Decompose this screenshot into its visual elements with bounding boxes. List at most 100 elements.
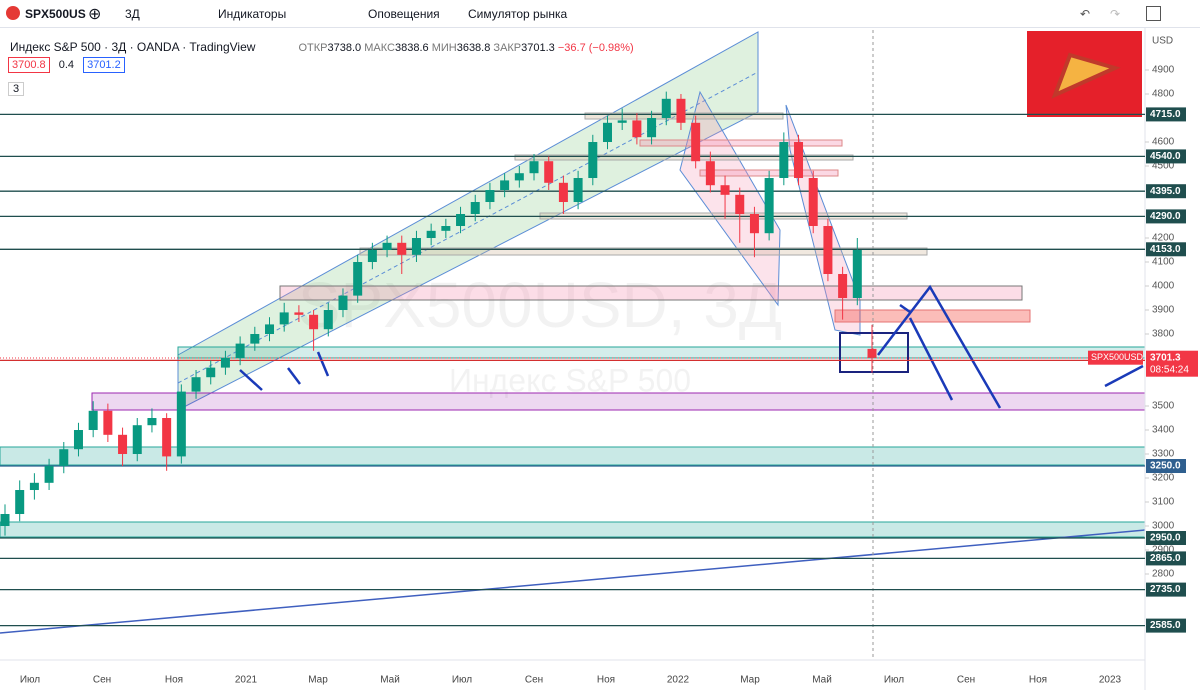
- zone: [177, 346, 1146, 359]
- down-channel: [679, 90, 781, 307]
- candle: [558, 175, 568, 215]
- x-tick-label: Май: [380, 675, 400, 686]
- candle-body: [676, 98, 686, 123]
- redo[interactable]: ↷: [1110, 7, 1121, 21]
- level-label-bg: [1146, 531, 1186, 546]
- candle: [676, 94, 686, 131]
- zone: [639, 139, 843, 147]
- level-label-bg: [1146, 107, 1186, 122]
- candle: [294, 305, 304, 323]
- x-tick-label: Июл: [20, 675, 40, 686]
- y-tick-label: 4500: [1152, 161, 1175, 172]
- candle: [823, 218, 833, 282]
- candle-body: [602, 122, 612, 143]
- candle-body: [162, 418, 172, 457]
- candle-body: [529, 161, 539, 174]
- candle: [132, 418, 142, 462]
- candle-body: [294, 312, 304, 315]
- candle: [485, 182, 495, 210]
- replay[interactable]: Симулятор рынка: [468, 7, 568, 21]
- zone: [0, 446, 1146, 466]
- x-tick-label: Ноя: [597, 675, 615, 686]
- interval[interactable]: 3Д: [125, 7, 140, 21]
- spread: 0.4: [58, 59, 75, 71]
- candle: [323, 302, 333, 337]
- zone: [514, 154, 854, 161]
- candle: [118, 427, 128, 467]
- alerts[interactable]: Оповещения: [368, 7, 440, 21]
- x-tick-label: Сен: [93, 675, 111, 686]
- candle-body: [191, 377, 201, 392]
- candle: [632, 113, 642, 145]
- candle-body: [705, 161, 715, 186]
- symbol[interactable]: SPX500US: [25, 7, 86, 21]
- x-tick-label: Май: [812, 675, 832, 686]
- candle-body: [779, 142, 789, 179]
- zone: [91, 392, 1146, 411]
- candle-body: [309, 314, 319, 330]
- fullscreen[interactable]: [1146, 6, 1161, 21]
- level-label: 4715.0: [1150, 109, 1181, 120]
- candle-body: [441, 226, 451, 231]
- candle-body: [73, 430, 83, 450]
- drawings: [0, 30, 1146, 660]
- candle-body: [573, 178, 583, 203]
- last-symbol-bg: [1088, 350, 1143, 365]
- candle: [279, 302, 289, 332]
- candle-body: [250, 334, 260, 344]
- open-label: ОТКР: [298, 42, 328, 54]
- x-tick-label: Мар: [308, 675, 328, 686]
- candle-body: [323, 310, 333, 330]
- candle: [206, 360, 216, 385]
- candle-body: [220, 358, 230, 368]
- candle-body: [265, 324, 275, 335]
- indicators-toggle[interactable]: 3: [8, 82, 25, 96]
- level-label: 2735.0: [1150, 584, 1181, 595]
- candle-body: [852, 250, 862, 299]
- candle: [705, 151, 715, 193]
- x-tick-label: 2021: [235, 675, 258, 686]
- pizza: [1051, 52, 1121, 99]
- candle: [735, 187, 745, 243]
- y-tick-label: 3200: [1152, 473, 1175, 484]
- x-tick-label: Ноя: [1029, 675, 1047, 686]
- candle: [0, 504, 10, 536]
- candle: [867, 324, 877, 373]
- indicators[interactable]: Индикаторы: [218, 7, 287, 21]
- candle: [529, 154, 539, 181]
- undo[interactable]: ↶: [1080, 7, 1091, 21]
- legend-title: Индекс S&P 500 · 3Д · OANDA · TradingVie…: [10, 40, 256, 54]
- low-label: МИН: [431, 42, 457, 54]
- candle-body: [749, 214, 759, 234]
- channel-mid: [177, 71, 759, 384]
- candle: [647, 110, 657, 145]
- candle: [779, 132, 789, 186]
- candle-body: [514, 173, 524, 181]
- candle: [720, 175, 730, 219]
- candle-body: [382, 242, 392, 251]
- level-label-bg: [1146, 242, 1186, 257]
- candle: [794, 134, 804, 186]
- high-label: МАКС: [364, 42, 395, 54]
- candle-body: [235, 343, 245, 359]
- candle-body: [764, 178, 774, 234]
- high: 3838.6: [394, 42, 429, 54]
- candle-body: [15, 490, 25, 515]
- currency: USD: [1152, 36, 1173, 47]
- candle-body: [823, 226, 833, 275]
- candle-body: [118, 434, 128, 455]
- add-symbol[interactable]: ⊕: [88, 6, 102, 23]
- zone: [834, 309, 1031, 323]
- candle-body: [735, 194, 745, 215]
- candle-body: [397, 242, 407, 255]
- y-tick-label: 3400: [1152, 425, 1175, 436]
- level-label: 4395.0: [1150, 186, 1181, 197]
- y-tick-label: 4200: [1152, 233, 1175, 244]
- candle: [661, 91, 671, 126]
- candle-body: [367, 250, 377, 263]
- last-symbol: SPX500USD: [1091, 352, 1144, 362]
- candle: [838, 266, 848, 320]
- candle: [588, 134, 598, 186]
- quote-row: 3700.8 0.4 3701.2: [8, 57, 125, 73]
